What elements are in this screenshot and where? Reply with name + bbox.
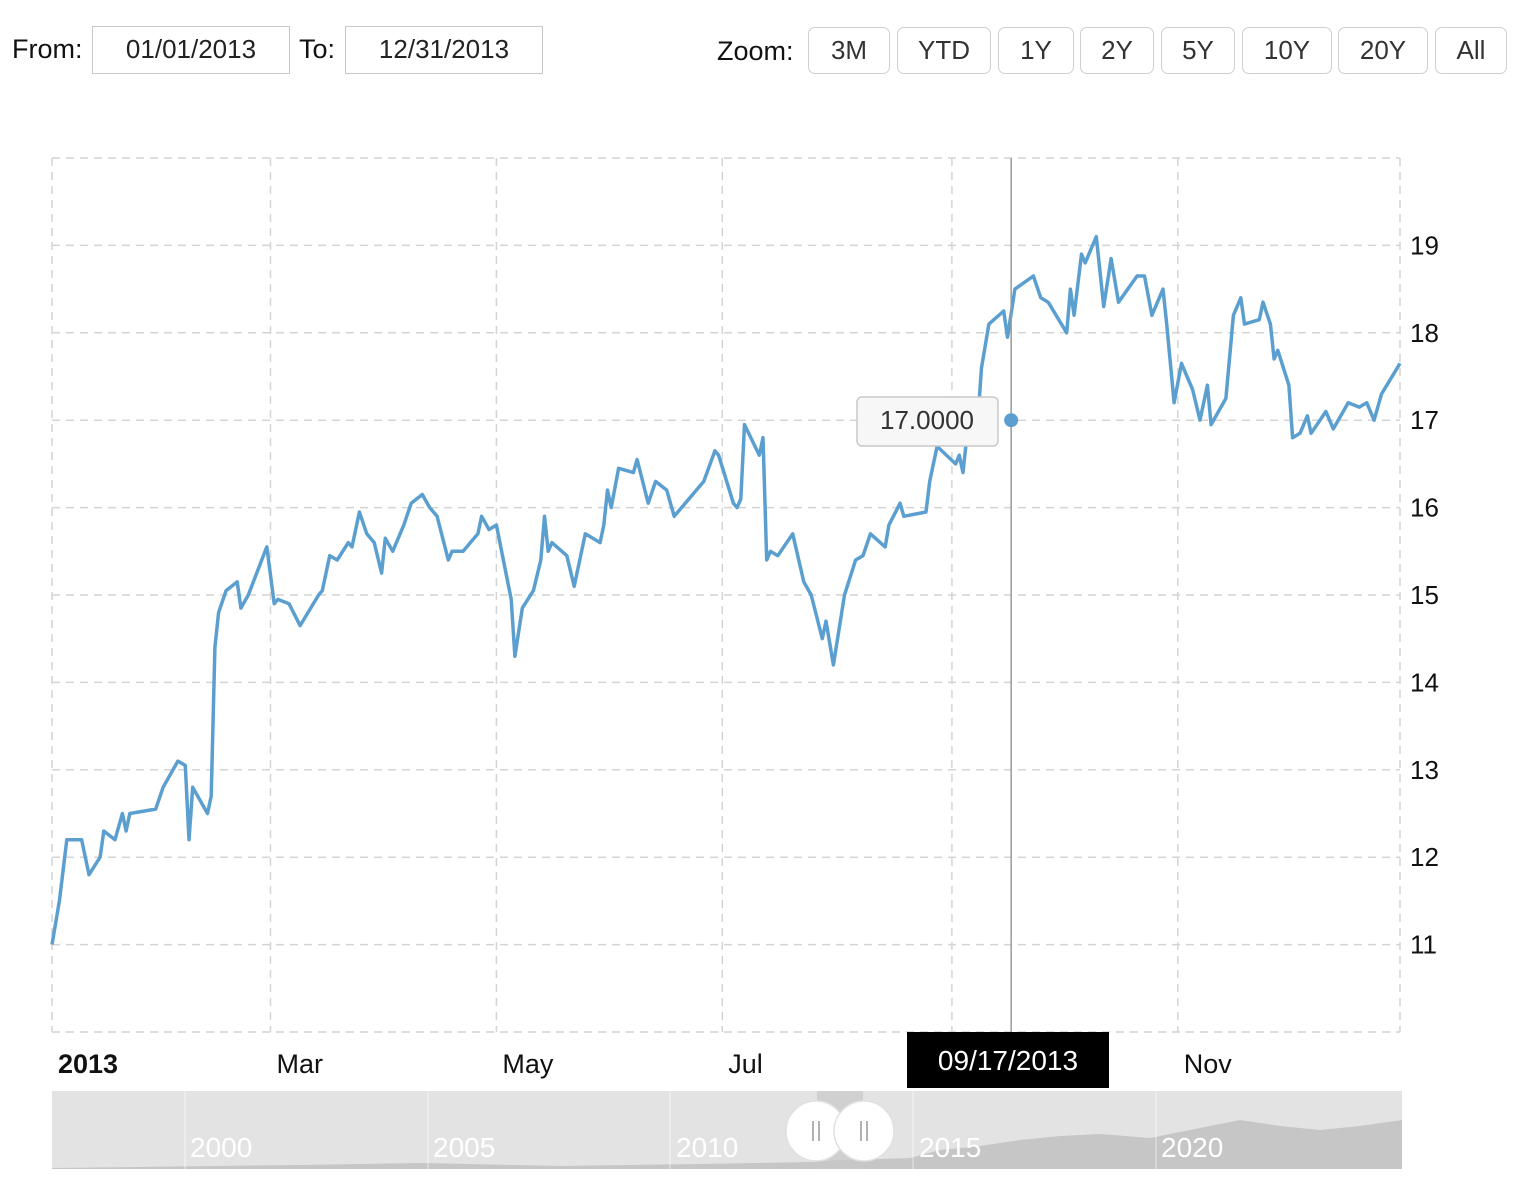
from-date-input[interactable]: 01/01/2013 [92,26,290,74]
y-tick-label: 15 [1410,580,1439,610]
navigator-year-label: 2000 [190,1132,252,1163]
zoom-2y-button[interactable]: 2Y [1080,27,1154,74]
zoom-label: Zoom: [717,36,794,66]
y-tick-label: 11 [1410,930,1437,960]
zoom-20y-button[interactable]: 20Y [1338,27,1428,74]
y-tick-label: 12 [1410,842,1439,872]
y-tick-label: 14 [1410,667,1439,697]
zoom-ytd-button[interactable]: YTD [897,27,991,74]
navigator-year-label: 2015 [919,1132,981,1163]
zoom-1y-button[interactable]: 1Y [998,27,1074,74]
navigator-year-label: 2020 [1161,1132,1223,1163]
tooltip-date: 09/17/2013 [938,1045,1078,1076]
navigator[interactable]: 2000 2005 2010 2015 2020 [52,1091,1402,1169]
zoom-5y-button[interactable]: 5Y [1161,27,1235,74]
date-tooltip: 09/17/2013 [907,1032,1109,1088]
x-axis-labels: 2013 Mar May Jul Nov [58,1049,1232,1079]
value-tooltip: 17.0000 [856,396,999,447]
series-line[interactable] [50,234,1402,945]
x-tick-label: Nov [1184,1049,1233,1079]
chart-grid [51,157,1401,1033]
from-label: From: [12,34,83,64]
y-tick-label: 13 [1410,755,1439,785]
navigator-year-label: 2005 [433,1132,495,1163]
x-tick-label: Jul [728,1049,763,1079]
to-label: To: [299,34,336,64]
tooltip-value: 17.0000 [880,405,974,435]
y-tick-label: 17 [1410,405,1439,435]
navigator-series [52,1120,1402,1169]
y-tick-label: 16 [1410,493,1439,523]
to-date-input[interactable]: 12/31/2013 [345,26,543,74]
navigator-year-label: 2010 [676,1132,738,1163]
zoom-all-button[interactable]: All [1435,27,1507,74]
y-tick-label: 19 [1410,230,1439,260]
y-axis-labels: 11 12 13 14 15 16 17 18 19 [1410,230,1439,959]
navigator-left-handle[interactable] [785,1100,847,1162]
x-tick-label: Mar [276,1049,323,1079]
x-tick-label: 2013 [58,1049,118,1079]
y-tick-label: 18 [1410,318,1439,348]
navigator-right-handle[interactable] [833,1100,895,1162]
x-tick-label: May [502,1049,554,1079]
zoom-10y-button[interactable]: 10Y [1242,27,1332,74]
zoom-3m-button[interactable]: 3M [808,27,890,74]
hover-point [1004,413,1019,428]
